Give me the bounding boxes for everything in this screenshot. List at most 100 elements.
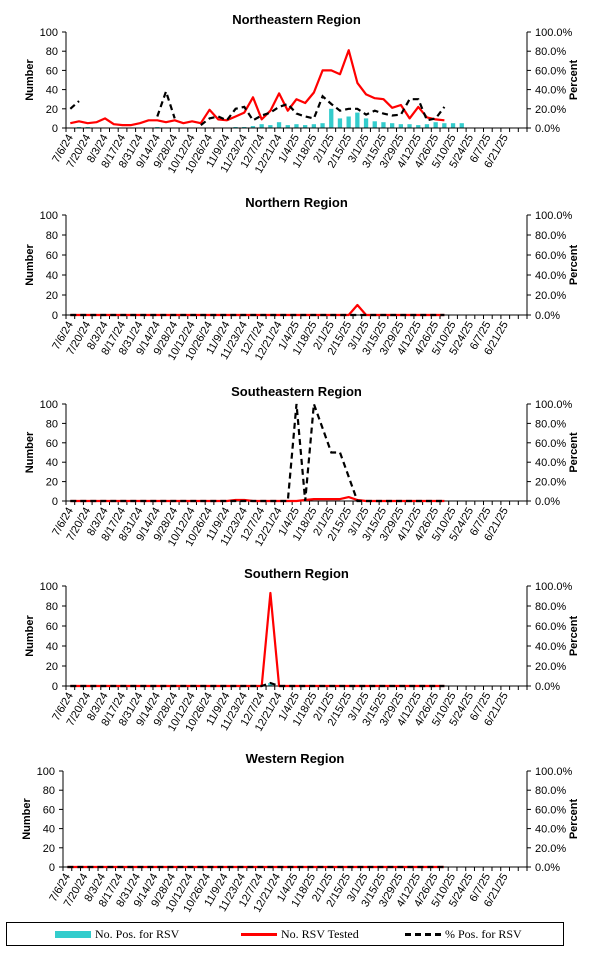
bar-positive (433, 122, 438, 128)
y-tick-label: 60 (46, 250, 58, 262)
bar-positive (346, 116, 351, 128)
bar-positive (268, 125, 273, 128)
bar-positive (355, 112, 360, 128)
y2-axis-title: Percent (568, 798, 580, 839)
y2-tick-label: 20.0% (535, 290, 566, 302)
bar-positive (390, 123, 395, 128)
bar-positive (416, 125, 421, 128)
y2-axis-title: Percent (568, 615, 580, 656)
line-tested (70, 591, 445, 688)
bar-positive (337, 118, 343, 128)
y2-tick-label: 100.0% (535, 766, 573, 778)
y-tick-label: 0 (52, 310, 58, 322)
y2-tick-label: 20.0% (535, 104, 566, 116)
y2-axis-title: Percent (568, 432, 580, 473)
y-tick-label: 80 (46, 418, 58, 430)
chart-title: Northern Region (245, 195, 348, 210)
bar-positive (398, 124, 403, 128)
y-tick-label: 100 (40, 581, 58, 593)
y-tick-label: 80 (43, 785, 55, 797)
y-tick-label: 0 (49, 862, 55, 874)
y2-tick-label: 0.0% (535, 123, 560, 135)
y2-tick-label: 20.0% (535, 477, 566, 489)
y-tick-label: 100 (40, 27, 58, 39)
y2-tick-label: 20.0% (535, 661, 566, 673)
legend-label-percent: % Pos. for RSV (445, 926, 522, 941)
y-tick-label: 0 (52, 123, 58, 135)
line-tested (70, 303, 445, 317)
y2-tick-label: 80.0% (535, 418, 566, 430)
y-tick-label: 100 (40, 399, 58, 411)
bar-positive (381, 122, 386, 128)
legend-item-tested: No. RSV Tested (241, 923, 359, 945)
bar-positive (320, 123, 325, 128)
y-tick-label: 80 (46, 601, 58, 613)
bar-positive (459, 123, 464, 128)
bar-positive (329, 108, 334, 128)
y-tick-label: 40 (43, 824, 55, 836)
y-tick-label: 80 (46, 230, 58, 242)
bar-positive (442, 123, 447, 128)
y-tick-label: 0 (52, 496, 58, 508)
y2-axis-title: Percent (568, 59, 580, 100)
bar-positive (424, 124, 430, 128)
y2-tick-label: 40.0% (535, 824, 566, 836)
y2-tick-label: 60.0% (535, 621, 566, 633)
bar-positive (372, 121, 377, 128)
y2-tick-label: 0.0% (535, 496, 560, 508)
y2-tick-label: 0.0% (535, 681, 560, 693)
legend: No. Pos. for RSV No. RSV Tested % Pos. f… (6, 922, 564, 946)
y2-tick-label: 100.0% (535, 27, 573, 39)
y2-tick-label: 0.0% (535, 862, 560, 874)
bar-positive (311, 124, 316, 128)
y-tick-label: 40 (46, 457, 58, 469)
y2-tick-label: 40.0% (535, 641, 566, 653)
y2-tick-label: 80.0% (535, 46, 566, 58)
legend-label-tested: No. RSV Tested (281, 926, 359, 941)
y-tick-label: 20 (46, 290, 58, 302)
bar-positive (259, 124, 264, 128)
legend-swatch-line (241, 932, 277, 936)
legend-swatch-bar (55, 930, 91, 938)
chart-title: Northeastern Region (232, 12, 361, 27)
y-tick-label: 20 (43, 843, 55, 855)
line-percent-positive (70, 681, 445, 688)
chart-title: Western Region (246, 751, 345, 766)
bar-positive (285, 125, 290, 128)
y-tick-label: 20 (46, 104, 58, 116)
y2-tick-label: 0.0% (535, 310, 560, 322)
y-tick-label: 60 (46, 65, 58, 77)
y2-tick-label: 20.0% (535, 843, 566, 855)
bar-positive (250, 126, 256, 128)
line-tested (70, 49, 445, 127)
y2-tick-label: 40.0% (535, 270, 566, 282)
y2-tick-label: 80.0% (535, 230, 566, 242)
y-tick-label: 60 (43, 804, 55, 816)
chart-title: Southeastern Region (231, 384, 362, 399)
bar-positive (363, 118, 369, 128)
bar-positive (276, 122, 282, 128)
bar-positive (450, 123, 456, 128)
y2-tick-label: 60.0% (535, 804, 566, 816)
y2-tick-label: 60.0% (535, 438, 566, 450)
bar-positive (268, 683, 273, 686)
y2-tick-label: 80.0% (535, 785, 566, 797)
y-axis-title: Number (24, 615, 36, 657)
y-tick-label: 40 (46, 85, 58, 97)
y-tick-label: 100 (37, 766, 55, 778)
line-percent-positive (69, 88, 446, 126)
bar-positive (303, 125, 308, 128)
legend-item-percent: % Pos. for RSV (405, 923, 522, 945)
y-tick-label: 100 (40, 210, 58, 222)
y2-tick-label: 60.0% (535, 250, 566, 262)
y2-tick-label: 100.0% (535, 581, 573, 593)
y2-tick-label: 100.0% (535, 399, 573, 411)
y-tick-label: 40 (46, 270, 58, 282)
y2-tick-label: 100.0% (535, 210, 573, 222)
y2-axis-title: Percent (568, 244, 580, 285)
y-tick-label: 20 (46, 477, 58, 489)
y2-tick-label: 80.0% (535, 601, 566, 613)
y2-tick-label: 40.0% (535, 457, 566, 469)
bar-positive (407, 124, 412, 128)
legend-label-positive: No. Pos. for RSV (95, 926, 180, 941)
